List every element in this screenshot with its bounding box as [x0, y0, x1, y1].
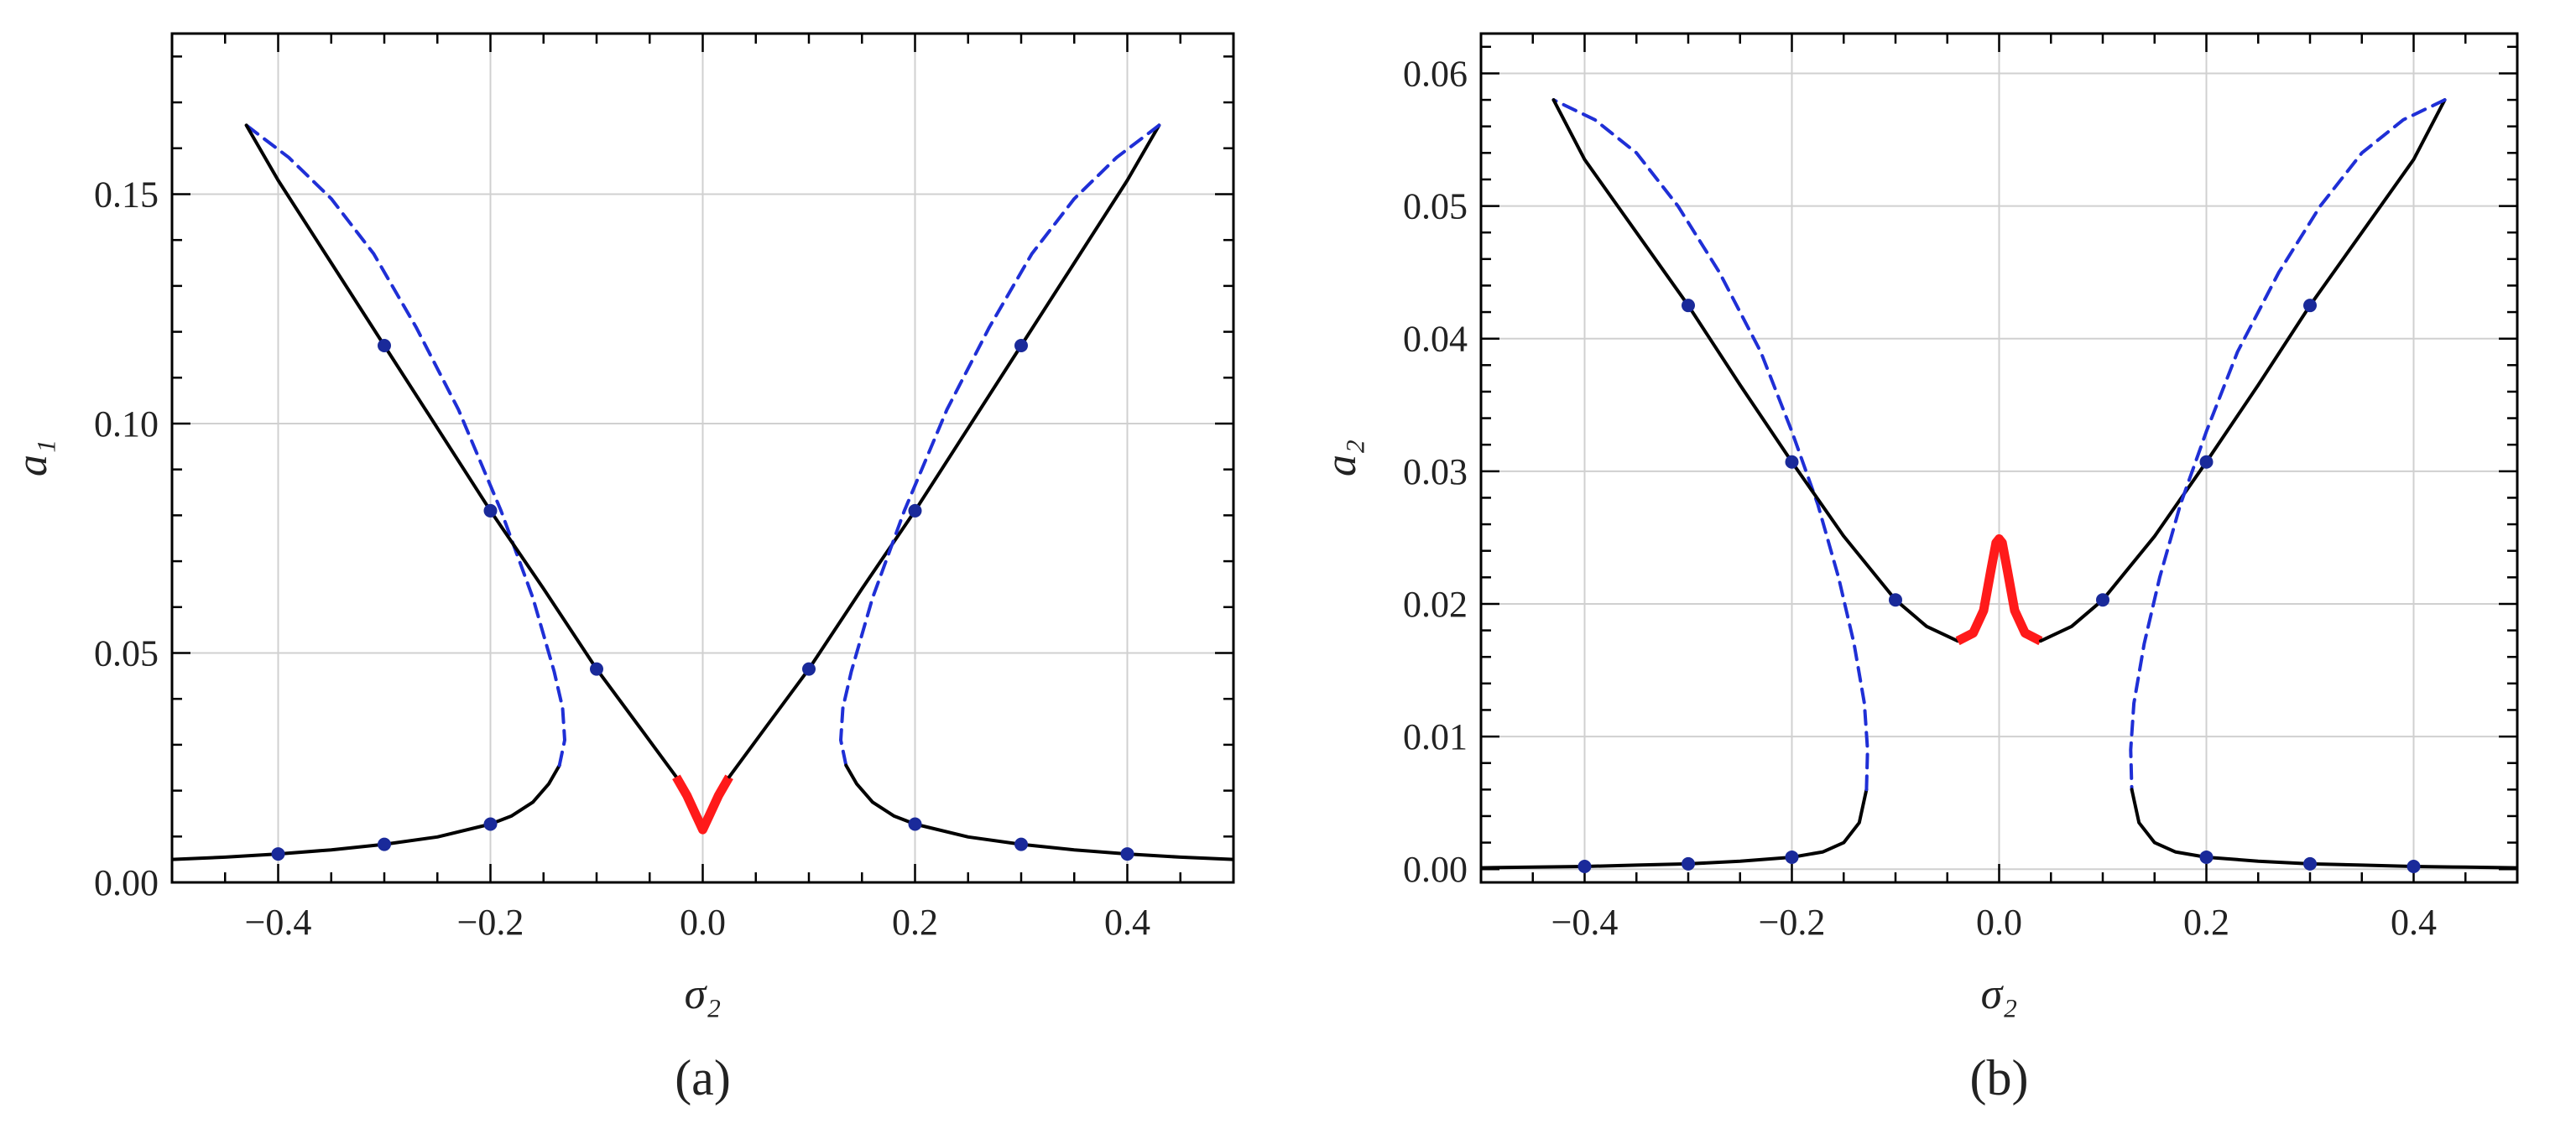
- data-point-marker: [908, 503, 922, 518]
- stable-branch-line: [844, 763, 1233, 861]
- data-point-marker: [483, 503, 498, 518]
- stable-branch-line: [1481, 788, 1869, 870]
- y-tick-label: 0.05: [94, 632, 159, 674]
- stable-branch-line: [244, 123, 678, 779]
- y-tick-label: 0.00: [1403, 849, 1468, 890]
- y-tick-label: 0.05: [1403, 186, 1468, 227]
- y-tick-label: 0.06: [1403, 53, 1468, 94]
- x-tick-label: −0.4: [1551, 902, 1619, 943]
- data-point-marker: [1682, 856, 1695, 871]
- data-point-marker: [590, 662, 603, 676]
- y-tick-label: 0.04: [1403, 319, 1468, 360]
- data-point-marker: [2199, 455, 2214, 469]
- panel-label: (a): [675, 1050, 731, 1106]
- x-tick-label: 0.0: [1976, 902, 2022, 943]
- data-point-marker: [1785, 850, 1799, 864]
- data-point-marker: [1014, 837, 1028, 851]
- stable-branch-line: [2038, 98, 2447, 643]
- data-point-marker: [1577, 860, 1592, 874]
- data-point-marker: [908, 817, 922, 831]
- y-axis-label: a₁: [8, 440, 56, 476]
- data-point-marker: [802, 662, 816, 676]
- data-point-marker: [2407, 860, 2421, 874]
- x-tick-label: −0.2: [1759, 902, 1826, 943]
- y-tick-label: 0.01: [1403, 716, 1468, 757]
- y-tick-label: 0.00: [94, 862, 159, 903]
- y-tick-label: 0.10: [94, 403, 159, 445]
- x-axis-label: σ₂: [685, 970, 722, 1018]
- panel-label: (b): [1970, 1050, 2029, 1106]
- x-tick-label: 0.4: [2391, 902, 2437, 943]
- unstable-branch-line: [244, 123, 566, 767]
- stable-branch-line: [1551, 98, 1960, 643]
- data-point-marker: [1014, 338, 1028, 352]
- x-tick-label: 0.0: [680, 902, 726, 943]
- unstable-branch-line: [2129, 98, 2447, 792]
- x-tick-label: −0.4: [245, 902, 312, 943]
- panel-a: −0.4 −0.2 0.0 0.2 0.4 0.00 0.05 0.10 0.15 σ₂ a₁ (a): [8, 32, 1235, 1106]
- data-point-marker: [378, 338, 391, 352]
- red-branch-line: [672, 774, 733, 835]
- y-tick-label: 0.15: [94, 174, 159, 215]
- y-axis-label: a₂: [1317, 440, 1365, 476]
- data-point-marker: [1889, 593, 1902, 607]
- data-point-marker: [1120, 847, 1134, 861]
- data-point-marker: [2199, 850, 2214, 864]
- data-point-marker: [2303, 299, 2317, 313]
- panel-b: −0.4 −0.2 0.0 0.2 0.4 0.00 0.01 0.02 0.03 0.04 0.0…: [1317, 32, 2519, 1106]
- stable-branch-line: [172, 763, 561, 861]
- data-point-marker: [2303, 856, 2317, 871]
- data-point-marker: [1785, 455, 1799, 469]
- x-axis-label: σ₂: [1981, 970, 2018, 1018]
- x-tick-label: 0.2: [2183, 902, 2229, 943]
- y-tick-label: 0.02: [1403, 584, 1468, 625]
- red-branch-line: [1955, 534, 2043, 646]
- data-point-marker: [2096, 593, 2109, 607]
- y-tick-label: 0.03: [1403, 451, 1468, 492]
- stable-branch-line: [2130, 788, 2517, 870]
- data-point-marker: [378, 837, 391, 851]
- unstable-branch-line: [839, 123, 1161, 767]
- data-point-marker: [1682, 299, 1695, 313]
- x-tick-label: 0.4: [1104, 902, 1150, 943]
- x-tick-label: 0.2: [892, 902, 938, 943]
- stable-branch-line: [727, 123, 1161, 779]
- x-tick-label: −0.2: [457, 902, 524, 943]
- data-point-marker: [483, 817, 498, 831]
- unstable-branch-line: [1551, 98, 1869, 792]
- data-point-marker: [271, 847, 285, 861]
